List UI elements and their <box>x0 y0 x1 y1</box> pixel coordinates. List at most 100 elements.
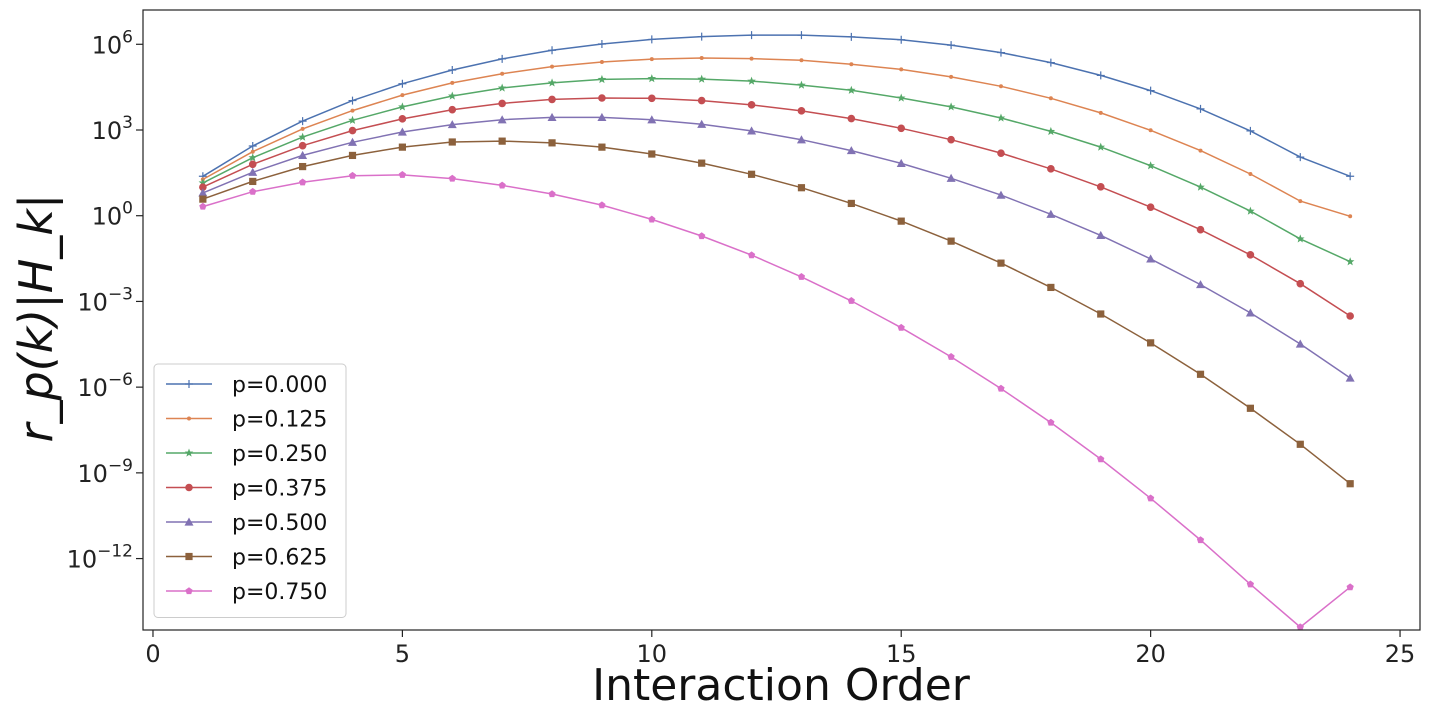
data-point <box>198 188 208 197</box>
data-point <box>1196 370 1205 378</box>
series-line <box>202 140 1351 485</box>
legend-label: p=0.125 <box>232 408 327 433</box>
data-point <box>185 380 193 388</box>
data-point <box>697 74 706 83</box>
data-point <box>1048 96 1053 101</box>
series-p=0.125 <box>200 56 1353 219</box>
y-tick-label: 10−12 <box>67 542 133 574</box>
data-point <box>299 162 307 171</box>
data-point <box>1346 480 1354 488</box>
data-point <box>185 552 193 561</box>
series-line <box>202 77 1351 263</box>
legend-item: p=0.250 <box>166 442 327 467</box>
legend-item: p=0.000 <box>166 373 327 398</box>
data-point <box>497 83 507 92</box>
data-point <box>1345 257 1355 266</box>
data-point <box>697 119 707 128</box>
data-point <box>1097 455 1105 463</box>
data-point <box>847 114 856 123</box>
data-point <box>348 171 357 179</box>
data-point <box>1147 494 1155 502</box>
x-axis-label: Interaction Order <box>592 660 971 711</box>
data-point <box>947 237 955 245</box>
data-point <box>1196 280 1206 289</box>
data-point <box>998 84 1003 89</box>
data-point <box>498 99 506 108</box>
legend-label: p=0.500 <box>232 511 327 536</box>
data-point <box>597 74 607 84</box>
data-point <box>598 201 606 209</box>
data-point <box>1296 153 1305 162</box>
data-point <box>448 174 456 182</box>
data-point <box>1146 161 1155 170</box>
series-line <box>202 57 1351 218</box>
data-point <box>397 127 407 136</box>
data-point <box>648 150 656 158</box>
data-point <box>1296 279 1305 288</box>
data-point <box>500 71 505 76</box>
data-point <box>1047 418 1055 426</box>
data-point <box>448 138 456 146</box>
data-point <box>1345 373 1355 382</box>
x-tick-label: 10 <box>637 640 668 668</box>
data-point <box>248 160 257 169</box>
data-point <box>184 517 194 526</box>
data-point <box>747 251 756 259</box>
legend-label: p=0.250 <box>232 442 327 467</box>
data-point <box>896 158 906 168</box>
data-point <box>698 232 706 240</box>
series-p=0.750 <box>199 171 1354 631</box>
data-point <box>1246 404 1254 412</box>
legend-item: p=0.125 <box>166 408 327 433</box>
data-point <box>797 80 806 89</box>
data-point <box>896 93 906 102</box>
data-point <box>799 58 804 63</box>
data-point <box>996 48 1005 57</box>
data-point <box>398 79 407 88</box>
data-point <box>248 142 257 150</box>
data-point <box>847 85 856 94</box>
series-p=0.500 <box>198 112 1355 382</box>
data-point <box>947 41 956 50</box>
y-tick-label: 106 <box>92 27 133 59</box>
data-point <box>498 137 506 145</box>
data-point <box>598 94 606 102</box>
data-point <box>350 108 355 113</box>
data-point <box>1098 110 1103 115</box>
data-point <box>250 149 255 154</box>
data-point <box>797 107 806 115</box>
data-point <box>747 126 757 135</box>
data-point <box>1296 623 1304 631</box>
legend-label: p=0.750 <box>232 580 327 605</box>
data-point <box>847 199 855 208</box>
data-point <box>797 184 806 192</box>
data-point <box>447 91 457 100</box>
data-point <box>450 80 455 85</box>
data-point <box>348 115 357 124</box>
data-point <box>797 273 806 280</box>
data-point <box>548 46 557 55</box>
data-point <box>298 132 307 141</box>
data-point <box>997 384 1005 392</box>
data-point <box>996 190 1006 199</box>
data-point <box>697 96 706 105</box>
data-point <box>648 215 656 223</box>
legend-item: p=0.500 <box>166 511 327 536</box>
data-point <box>648 94 656 103</box>
data-point <box>647 115 657 124</box>
data-point <box>185 587 193 595</box>
data-point <box>996 113 1006 122</box>
data-point <box>298 141 307 150</box>
data-point <box>747 170 756 178</box>
data-point <box>897 35 906 44</box>
data-point <box>699 56 704 60</box>
data-point <box>398 102 407 111</box>
data-point <box>847 297 855 304</box>
data-point <box>398 143 406 151</box>
data-point <box>897 323 905 331</box>
data-point <box>548 190 556 198</box>
data-point <box>547 78 557 87</box>
data-point <box>847 32 856 41</box>
data-point <box>1147 339 1155 347</box>
series-p=0.000 <box>198 31 1355 181</box>
